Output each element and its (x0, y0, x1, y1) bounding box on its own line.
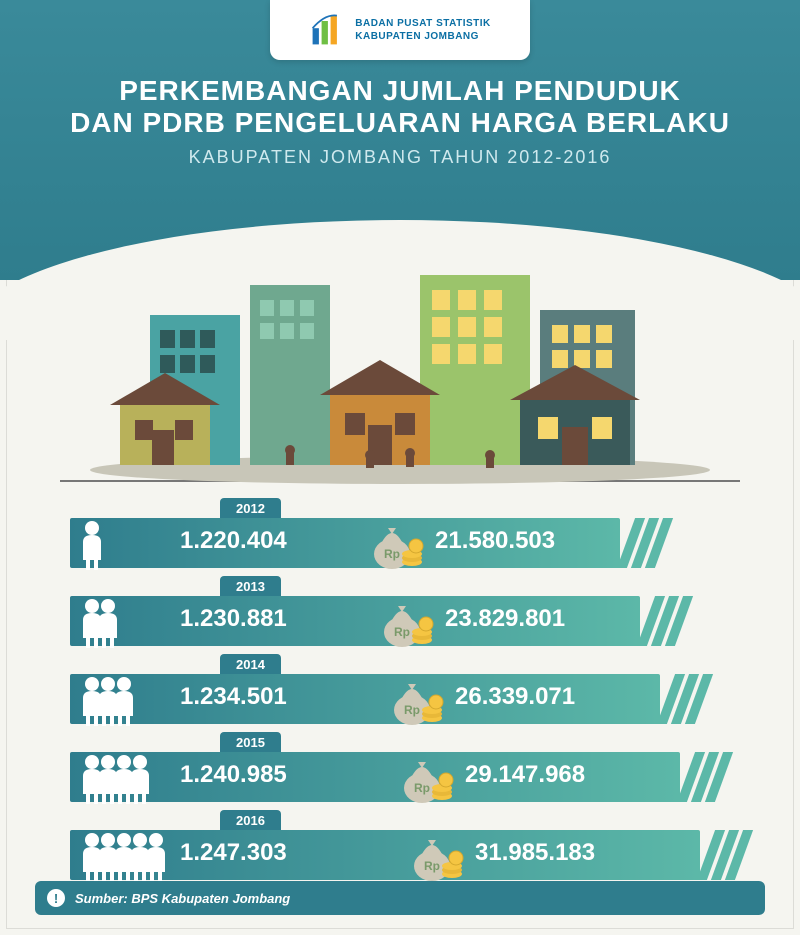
year-tab: 2016 (220, 810, 281, 831)
title-line1: PERKEMBANGAN JUMLAH PENDUDUK (119, 75, 681, 106)
year-tab: 2015 (220, 732, 281, 753)
population-value: 1.247.303 (180, 839, 287, 867)
money-bag-icon: Rp (370, 514, 426, 570)
pdrb-value: 21.580.503 (435, 527, 555, 555)
logo-text: BADAN PUSAT STATISTIK KABUPATEN JOMBANG (355, 17, 491, 43)
title-line2: DAN PDRB PENGELUARAN HARGA BERLAKU (70, 107, 730, 138)
logo-line2: KABUPATEN JOMBANG (355, 30, 491, 43)
people-icon (80, 520, 104, 572)
logo-box: BADAN PUSAT STATISTIK KABUPATEN JOMBANG (270, 0, 530, 60)
infographic-canvas: BADAN PUSAT STATISTIK KABUPATEN JOMBANG … (0, 0, 800, 935)
city-illustration (80, 255, 720, 485)
data-row: 2012 1.220.404 Rp 21.580.503 (70, 500, 730, 572)
population-value: 1.240.985 (180, 761, 287, 789)
data-row: 2015 1.240.985 Rp (70, 734, 730, 806)
people-icon (80, 676, 136, 728)
pdrb-value: 31.985.183 (475, 839, 595, 867)
year-tab: 2013 (220, 576, 281, 597)
source-label: Sumber: BPS Kabupaten Jombang (75, 891, 290, 906)
pdrb-value: 26.339.071 (455, 683, 575, 711)
data-row: 2016 1.247.303 (70, 812, 730, 884)
people-icon (80, 754, 152, 806)
money-bag-icon: Rp (380, 592, 436, 648)
money-bag-icon: Rp (390, 670, 446, 726)
bar-tail-slashes (686, 752, 724, 802)
bar-tail-slashes (646, 596, 684, 646)
svg-text:Rp: Rp (404, 703, 420, 717)
source-footer: ! Sumber: BPS Kabupaten Jombang (35, 881, 765, 915)
info-icon: ! (47, 889, 65, 907)
svg-text:Rp: Rp (394, 625, 410, 639)
money-bag-icon: Rp (410, 826, 466, 882)
data-rows: 2012 1.220.404 Rp 21.580.503 2013 (70, 500, 730, 890)
population-value: 1.230.881 (180, 605, 287, 633)
bps-logo-icon (309, 12, 345, 48)
svg-text:Rp: Rp (424, 859, 440, 873)
money-bag-icon: Rp (400, 748, 456, 804)
bar-tail-slashes (706, 830, 744, 880)
data-bar (70, 752, 680, 802)
subtitle: KABUPATEN JOMBANG TAHUN 2012-2016 (0, 147, 800, 168)
svg-text:Rp: Rp (414, 781, 430, 795)
bar-tail-slashes (666, 674, 704, 724)
bar-tail-slashes (626, 518, 664, 568)
year-tab: 2014 (220, 654, 281, 675)
logo-line1: BADAN PUSAT STATISTIK (355, 17, 491, 30)
pdrb-value: 29.147.968 (465, 761, 585, 789)
data-row: 2014 1.234.501 Rp 26.339.071 (70, 656, 730, 728)
data-row: 2013 1.230.881 Rp 23.829.801 (70, 578, 730, 650)
people-icon (80, 598, 120, 650)
population-value: 1.234.501 (180, 683, 287, 711)
pdrb-value: 23.829.801 (445, 605, 565, 633)
svg-text:Rp: Rp (384, 547, 400, 561)
people-icon (80, 832, 168, 884)
year-tab: 2012 (220, 498, 281, 519)
main-title: PERKEMBANGAN JUMLAH PENDUDUK DAN PDRB PE… (0, 75, 800, 139)
population-value: 1.220.404 (180, 527, 287, 555)
